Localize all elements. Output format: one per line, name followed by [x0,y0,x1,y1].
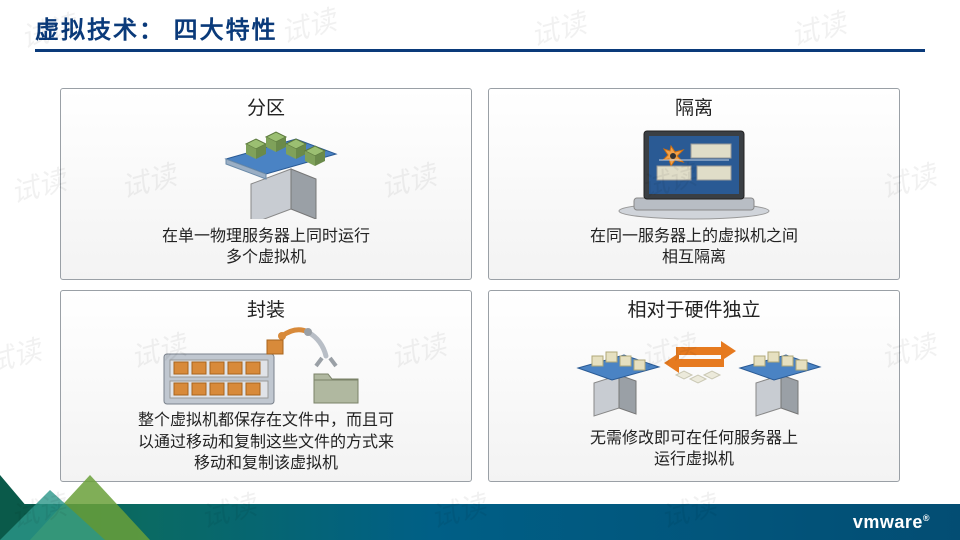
slide-header: 虚拟技术： 四大特性 [0,0,960,58]
title-underline [35,49,925,52]
graphic-hw-independent [499,324,889,428]
card-isolation: 隔离 在同一服务器上的虚拟机之间相互隔离 [488,88,900,280]
vmware-logo: vmware® [853,512,930,533]
card-hw-independent: 相对于硬件独立 [488,290,900,482]
footer-bar: vmware® [0,504,960,540]
card-encapsulation: 封装 [60,290,472,482]
feature-grid: 分区 在单一物理服务器上同时运行多个虚拟机 隔离 [0,58,960,482]
card-encapsulation-desc: 整个虚拟机都保存在文件中，而且可以通过移动和复制这些文件的方式来移动和复制该虚拟… [132,410,400,477]
card-partition-title: 分区 [247,93,285,120]
slide-title: 虚拟技术： 四大特性 [35,10,925,45]
card-hw-desc: 无需修改即可在任何服务器上运行虚拟机 [584,428,804,473]
graphic-isolation [499,122,889,226]
card-partition: 分区 在单一物理服务器上同时运行多个虚拟机 [60,88,472,280]
card-encapsulation-title: 封装 [247,295,285,322]
graphic-encapsulation [71,324,461,410]
card-hw-title: 相对于硬件独立 [627,295,760,322]
card-isolation-title: 隔离 [675,93,713,120]
graphic-partition [71,122,461,226]
footer-triangle-accent [0,475,180,540]
card-partition-desc: 在单一物理服务器上同时运行多个虚拟机 [156,226,376,271]
card-isolation-desc: 在同一服务器上的虚拟机之间相互隔离 [584,226,804,271]
